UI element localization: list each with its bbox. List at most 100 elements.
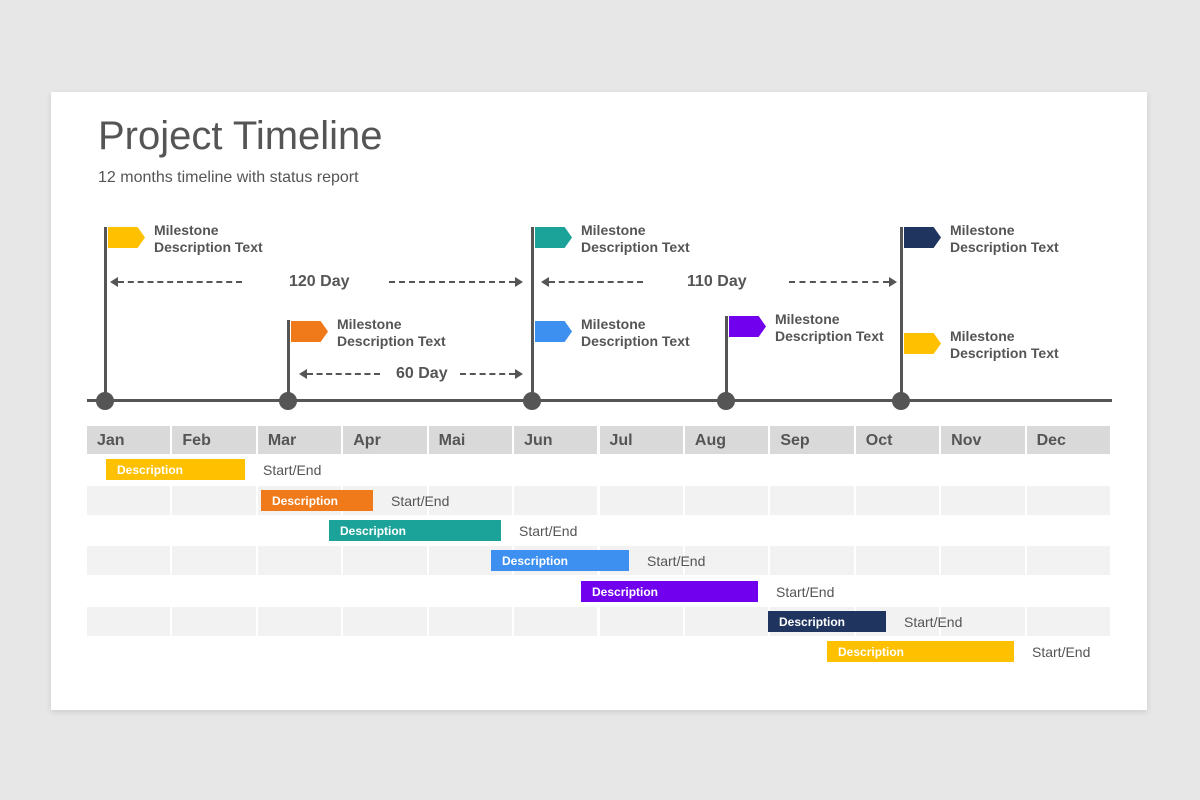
dashed-line <box>549 281 643 283</box>
grid-cell <box>855 546 942 575</box>
grid-cell <box>343 546 429 575</box>
arrow-right-icon <box>515 369 523 379</box>
arrow-right-icon <box>889 277 897 287</box>
month-header: Apr <box>343 426 427 454</box>
milestone-title: Milestone <box>950 328 1015 344</box>
milestone-title: Milestone <box>775 311 840 327</box>
month-header: Dec <box>1026 426 1110 454</box>
month-header: Oct <box>855 426 940 454</box>
task-start-end: Start/End <box>776 584 835 600</box>
dashed-line <box>460 373 515 375</box>
dashed-line <box>307 373 380 375</box>
milestone-pole <box>287 320 290 401</box>
milestone-title: Milestone <box>950 222 1015 238</box>
grid-cell <box>87 546 173 575</box>
milestone-title: Milestone <box>581 222 646 238</box>
grid-cell <box>684 546 771 575</box>
dashed-line <box>389 281 515 283</box>
arrow-left-icon <box>110 277 118 287</box>
grid-cell <box>770 546 856 575</box>
grid-cell <box>941 607 1027 636</box>
milestone-label: Milestone Description Text <box>581 316 690 350</box>
milestone-pole <box>531 227 534 401</box>
grid-cell <box>941 546 1027 575</box>
grid-cell <box>87 486 173 515</box>
task-bar: Description <box>106 459 245 480</box>
task-bar: Description <box>768 611 886 632</box>
gantt-row <box>87 516 1112 545</box>
duration-label: 110 Day <box>687 273 747 290</box>
grid-cell <box>87 607 173 636</box>
task-bar: Description <box>261 490 373 511</box>
milestone-flag-icon <box>535 321 572 342</box>
grid-cell <box>172 546 258 575</box>
arrow-left-icon <box>541 277 549 287</box>
milestone-description: Description Text <box>950 345 1059 361</box>
grid-cell <box>172 486 258 515</box>
milestone-description: Description Text <box>775 328 884 344</box>
task-start-end: Start/End <box>391 493 450 509</box>
task-start-end: Start/End <box>1032 644 1091 660</box>
milestone-flag-icon <box>535 227 572 248</box>
grid-cell <box>343 607 429 636</box>
task-start-end: Start/End <box>647 553 706 569</box>
month-header: Jan <box>87 426 171 454</box>
dashed-line <box>118 281 242 283</box>
grid-cell <box>514 486 600 515</box>
grid-cell <box>770 486 856 515</box>
task-bar: Description <box>827 641 1014 662</box>
milestone-description: Description Text <box>581 333 690 349</box>
month-header: Sep <box>770 426 854 454</box>
month-header: Mai <box>428 426 513 454</box>
milestone-flag-icon <box>729 316 766 337</box>
task-start-end: Start/End <box>904 614 963 630</box>
grid-cell <box>172 607 258 636</box>
grid-cell <box>428 607 515 636</box>
grid-cell <box>599 486 685 515</box>
grid-cell <box>684 486 771 515</box>
milestone-pole <box>725 316 728 401</box>
milestone-pole <box>900 227 903 401</box>
task-bar: Description <box>491 550 629 571</box>
milestone-label: Milestone Description Text <box>337 316 446 350</box>
arrow-left-icon <box>299 369 307 379</box>
milestone-title: Milestone <box>154 222 219 238</box>
milestone-label: Milestone Description Text <box>581 222 690 256</box>
milestone-label: Milestone Description Text <box>950 328 1059 362</box>
page-subtitle: 12 months timeline with status report <box>98 169 359 186</box>
grid-cell <box>941 486 1027 515</box>
month-header: Aug <box>684 426 769 454</box>
grid-cell <box>684 607 771 636</box>
task-bar: Description <box>329 520 501 541</box>
grid-cell <box>514 607 600 636</box>
milestone-description: Description Text <box>950 239 1059 255</box>
grid-cell <box>1026 486 1112 515</box>
duration-label: 60 Day <box>396 365 448 382</box>
milestone-flag-icon <box>904 227 941 248</box>
milestone-title: Milestone <box>337 316 402 332</box>
gantt-row <box>87 486 1112 515</box>
dashed-line <box>789 281 889 283</box>
month-header: Mar <box>257 426 342 454</box>
month-header: Feb <box>172 426 256 454</box>
grid-cell <box>257 546 344 575</box>
task-start-end: Start/End <box>519 523 578 539</box>
milestone-dot <box>279 392 297 410</box>
milestone-dot <box>96 392 114 410</box>
milestone-flag-icon <box>291 321 328 342</box>
milestone-description: Description Text <box>154 239 263 255</box>
timeline-axis <box>87 399 1112 402</box>
grid-cell <box>1026 607 1112 636</box>
duration-label: 120 Day <box>289 273 350 290</box>
milestone-label: Milestone Description Text <box>950 222 1059 256</box>
grid-cell <box>855 486 942 515</box>
month-header: Nov <box>941 426 1025 454</box>
milestone-pole <box>104 227 107 401</box>
milestone-label: Milestone Description Text <box>154 222 263 256</box>
milestone-label: Milestone Description Text <box>775 311 884 345</box>
grid-cell <box>428 486 515 515</box>
milestone-dot <box>892 392 910 410</box>
arrow-right-icon <box>515 277 523 287</box>
month-header: Jun <box>514 426 598 454</box>
grid-cell <box>599 607 685 636</box>
